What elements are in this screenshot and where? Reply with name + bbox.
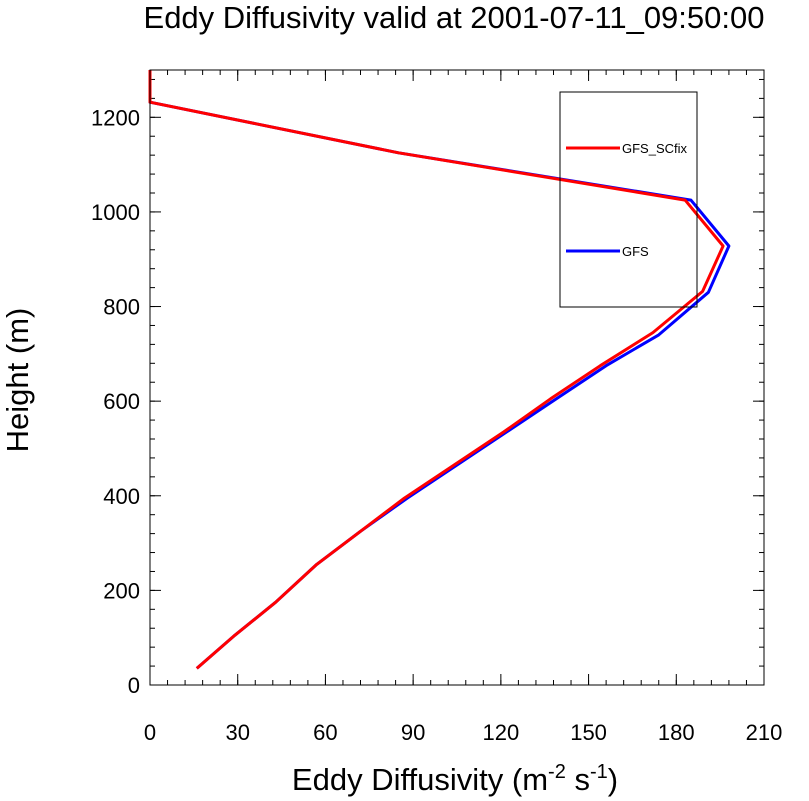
y-axis-title: Height (m) (0, 308, 35, 453)
plot-frame (149, 69, 765, 686)
legend-box (559, 91, 698, 308)
x-tick-label: 30 (225, 720, 249, 745)
y-tick-label: 800 (103, 295, 140, 320)
y-tick-label: 400 (103, 484, 140, 509)
legend-label-gfs-scfix: GFS_SCfix (622, 141, 688, 156)
chart-title: Eddy Diffusivity valid at 2001-07-11_09:… (144, 0, 765, 35)
x-tick-label: 150 (570, 720, 607, 745)
x-tick-label: 0 (144, 720, 156, 745)
x-tick-label: 60 (313, 720, 337, 745)
legend-label-gfs: GFS (622, 244, 649, 259)
legend: GFS_SCfix GFS (559, 91, 698, 308)
y-tick-labels: 0 200 400 600 800 1000 1200 (91, 105, 140, 698)
y-tick-label: 0 (128, 673, 140, 698)
y-tick-label: 200 (103, 578, 140, 603)
y-tick-label: 1000 (91, 200, 140, 225)
x-tick-label: 120 (482, 720, 519, 745)
x-tick-labels: 0 30 60 90 120 150 180 210 (144, 720, 782, 745)
series-line-gfs-scfix (148, 70, 725, 670)
y-tick-label: 1200 (91, 105, 140, 130)
series-lines (148, 70, 731, 670)
x-tick-label: 90 (401, 720, 425, 745)
x-tick-label: 210 (746, 720, 783, 745)
x-axis-title: Eddy Diffusivity (m-2 s-1) (292, 761, 618, 797)
y-tick-label: 600 (103, 389, 140, 414)
x-tick-label: 180 (658, 720, 695, 745)
